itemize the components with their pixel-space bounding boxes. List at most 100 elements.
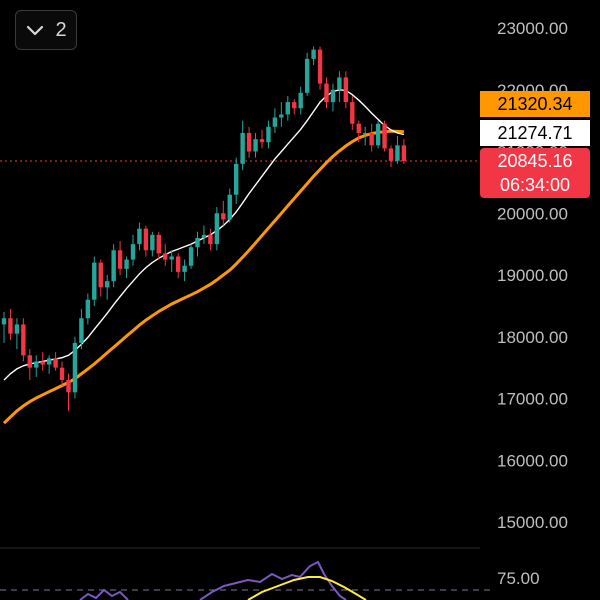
y-tick-label: 23000.00	[497, 19, 568, 38]
candle	[208, 228, 213, 251]
ma-slow-price-label: 21320.34	[480, 91, 590, 117]
candle-body	[98, 262, 103, 288]
candle	[21, 318, 26, 362]
candle-body	[285, 102, 290, 115]
candle-body	[388, 148, 394, 161]
candle-body	[21, 324, 26, 356]
candle	[92, 256, 97, 306]
candle	[369, 123, 374, 152]
candle	[124, 256, 129, 279]
candle-body	[279, 114, 284, 118]
candle-body	[227, 194, 232, 220]
candle-body	[169, 256, 174, 260]
candle-body	[363, 132, 368, 134]
candle	[46, 355, 52, 374]
y-tick-label: 20000.00	[497, 204, 568, 223]
candle-body	[188, 247, 194, 266]
candle-body	[401, 145, 407, 162]
candle-body	[304, 58, 310, 93]
candle	[150, 231, 155, 257]
candle-body	[130, 244, 136, 260]
candle-body	[143, 228, 149, 251]
candle-body	[156, 234, 161, 254]
candle	[298, 86, 303, 115]
candle	[175, 253, 181, 279]
candle	[266, 120, 271, 149]
candle-body	[246, 132, 252, 152]
candle-body	[350, 102, 355, 124]
candle	[195, 231, 200, 257]
candle	[27, 349, 32, 380]
indicator-count: 2	[55, 18, 67, 41]
candle	[272, 108, 278, 133]
candle	[240, 120, 245, 171]
candle-body	[175, 256, 181, 272]
candle-body	[53, 358, 58, 368]
bar-countdown-label: 06:34:00	[480, 172, 590, 198]
candle-body	[182, 265, 187, 272]
candle	[292, 99, 297, 115]
candle	[395, 136, 400, 164]
oscillator-main-line	[79, 560, 347, 600]
y-tick-label: 15000.00	[497, 513, 568, 532]
candle-body	[330, 89, 336, 103]
candle-body	[208, 234, 213, 245]
candle-body	[150, 234, 155, 251]
candle-body	[234, 163, 239, 195]
candle	[105, 275, 110, 300]
y-tick-label: 18000.00	[497, 328, 568, 347]
candle-body	[137, 228, 142, 245]
candle	[221, 200, 226, 226]
candle-body	[324, 83, 329, 103]
candle	[182, 259, 187, 282]
candle	[317, 46, 323, 90]
candle	[324, 77, 329, 109]
candle-body	[124, 259, 129, 269]
candle	[227, 188, 232, 223]
candle-body	[85, 299, 91, 319]
candle-body	[105, 281, 110, 288]
candle-body	[40, 361, 45, 365]
y-tick-label: 17000.00	[497, 390, 568, 409]
last-price-label: 20845.16	[480, 148, 590, 174]
candle	[156, 231, 161, 260]
candle-body	[240, 132, 245, 164]
candle	[234, 157, 239, 204]
candle	[34, 355, 39, 377]
candle-body	[253, 139, 258, 152]
candle	[382, 120, 387, 152]
candle	[59, 361, 65, 387]
candle	[253, 132, 258, 158]
candle	[330, 83, 336, 112]
candle	[85, 293, 91, 325]
chevron-down-icon	[27, 25, 44, 36]
candle-body	[27, 355, 32, 368]
candle	[111, 244, 116, 288]
candle-body	[369, 132, 374, 146]
candle	[356, 120, 361, 143]
candle-body	[292, 102, 297, 109]
candle	[137, 222, 142, 251]
candle-body	[356, 123, 361, 133]
candle-body	[259, 139, 265, 143]
candle	[214, 207, 220, 251]
candle	[188, 244, 194, 269]
candle	[246, 126, 252, 158]
candle	[201, 225, 207, 245]
candle	[388, 145, 394, 167]
candle-body	[195, 237, 200, 248]
candle	[72, 336, 78, 399]
candle	[401, 139, 407, 164]
indicators-collapse-button[interactable]: 2	[15, 10, 77, 50]
candle	[279, 102, 284, 127]
oscillator-level-label: 75.00	[497, 569, 540, 588]
candle-body	[92, 262, 97, 300]
ma-fast-price-label: 21274.71	[480, 120, 590, 146]
oscillator-signal-line	[247, 576, 367, 600]
candle	[66, 373, 71, 411]
candle-body	[201, 234, 207, 238]
candle	[79, 308, 84, 350]
candle	[363, 126, 368, 146]
candle-body	[317, 49, 323, 84]
